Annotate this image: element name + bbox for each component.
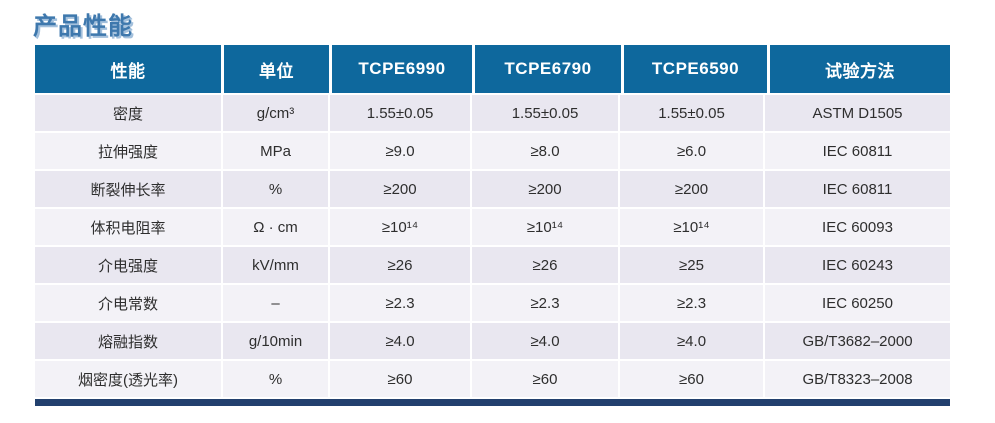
table-cell: ≥9.0 [330, 133, 470, 169]
table-cell: Ω · cm [223, 209, 328, 245]
page-title: 产品性能 [33, 13, 133, 40]
table-cell: ASTM D1505 [765, 95, 950, 131]
table-cell: % [223, 361, 328, 397]
table-cell: ≥2.3 [472, 285, 618, 321]
table-cell: ≥4.0 [620, 323, 763, 359]
table-cell: ≥200 [472, 171, 618, 207]
table-cell: ≥2.3 [620, 285, 763, 321]
table-cell: 烟密度(透光率) [35, 361, 221, 397]
table-cell: % [223, 171, 328, 207]
table-cell: ≥25 [620, 247, 763, 283]
table-cell: GB/T3682–2000 [765, 323, 950, 359]
table-row: 体积电阻率 Ω · cm ≥10¹⁴ ≥10¹⁴ ≥10¹⁴ IEC 60093 [35, 209, 950, 245]
table-cell: ≥60 [330, 361, 470, 397]
table-cell: IEC 60250 [765, 285, 950, 321]
column-header-5: 试验方法 [770, 45, 950, 93]
column-header-3: TCPE6790 [475, 45, 621, 93]
table-row: 断裂伸长率% ≥200 ≥200 ≥200 IEC 60811 [35, 171, 950, 207]
table-header-row: 性能 单位 TCPE6990 TCPE6790 TCPE6590 试验方法 [35, 45, 950, 93]
table-row: 密度 g/cm³ 1.55±0.05 1.55±0.05 1.55±0.05 ASTM D… [35, 95, 950, 131]
column-header-1: 单位 [224, 45, 329, 93]
table-cell: kV/mm [223, 247, 328, 283]
table-cell: g/cm³ [223, 95, 328, 131]
table-cell: IEC 60093 [765, 209, 950, 245]
table-cell: 体积电阻率 [35, 209, 221, 245]
table-cell: 1.55±0.05 [330, 95, 470, 131]
table-cell: ≥10¹⁴ [330, 209, 470, 245]
table-cell: ≥10¹⁴ [620, 209, 763, 245]
table-row: 烟密度(透光率)% ≥60 ≥60 ≥60 GB/T8323–2008 [35, 361, 950, 397]
table-cell: IEC 60243 [765, 247, 950, 283]
table-cell: ≥2.3 [330, 285, 470, 321]
table-cell: ≥10¹⁴ [472, 209, 618, 245]
table-cell: 断裂伸长率 [35, 171, 221, 207]
table-cell: 密度 [35, 95, 221, 131]
table-cell: 介电强度 [35, 247, 221, 283]
table-cell: 1.55±0.05 [620, 95, 763, 131]
table-cell: 介电常数 [35, 285, 221, 321]
table-cell: ≥26 [330, 247, 470, 283]
table-cell: ≥26 [472, 247, 618, 283]
table-cell: ≥200 [620, 171, 763, 207]
table-cell: ≥6.0 [620, 133, 763, 169]
product-performance-table: 性能 单位 TCPE6990 TCPE6790 TCPE6590 试验方法 密度 g/cm³… [35, 45, 950, 406]
column-header-4: TCPE6590 [624, 45, 767, 93]
table-cell: GB/T8323–2008 [765, 361, 950, 397]
table-row: 介电常数 – ≥2.3 ≥2.3 ≥2.3 IEC 60250 [35, 285, 950, 321]
table-cell: MPa [223, 133, 328, 169]
table-row: 熔融指数 g/10min ≥4.0 ≥4.0 ≥4.0 GB/T3682–2000 [35, 323, 950, 359]
table-cell: IEC 60811 [765, 171, 950, 207]
table-bottom-bar [35, 399, 950, 406]
table-cell: ≥60 [620, 361, 763, 397]
table-cell: g/10min [223, 323, 328, 359]
table-cell: 拉伸强度 [35, 133, 221, 169]
table-row: 拉伸强度 MPa ≥9.0 ≥8.0 ≥6.0 IEC 60811 [35, 133, 950, 169]
table-cell: ≥4.0 [472, 323, 618, 359]
table-row: 介电强度 kV/mm ≥26 ≥26 ≥25 IEC 60243 [35, 247, 950, 283]
table-body: 密度 g/cm³ 1.55±0.05 1.55±0.05 1.55±0.05 ASTM D… [35, 95, 950, 397]
table-cell: – [223, 285, 328, 321]
column-header-0: 性能 [35, 45, 221, 93]
table-cell: ≥8.0 [472, 133, 618, 169]
table-cell: 熔融指数 [35, 323, 221, 359]
table-cell: ≥4.0 [330, 323, 470, 359]
table-cell: IEC 60811 [765, 133, 950, 169]
column-header-2: TCPE6990 [332, 45, 472, 93]
table-cell: ≥200 [330, 171, 470, 207]
table-cell: 1.55±0.05 [472, 95, 618, 131]
table-cell: ≥60 [472, 361, 618, 397]
